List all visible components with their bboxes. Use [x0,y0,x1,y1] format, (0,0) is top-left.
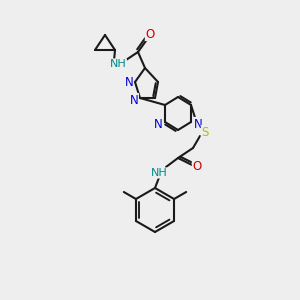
Text: O: O [192,160,202,173]
Text: S: S [201,125,209,139]
Text: NH: NH [110,59,126,69]
Text: N: N [130,94,138,106]
Text: NH: NH [151,168,167,178]
Text: O: O [146,28,154,40]
Text: N: N [194,118,202,130]
Text: N: N [124,76,134,88]
Text: N: N [154,118,162,130]
